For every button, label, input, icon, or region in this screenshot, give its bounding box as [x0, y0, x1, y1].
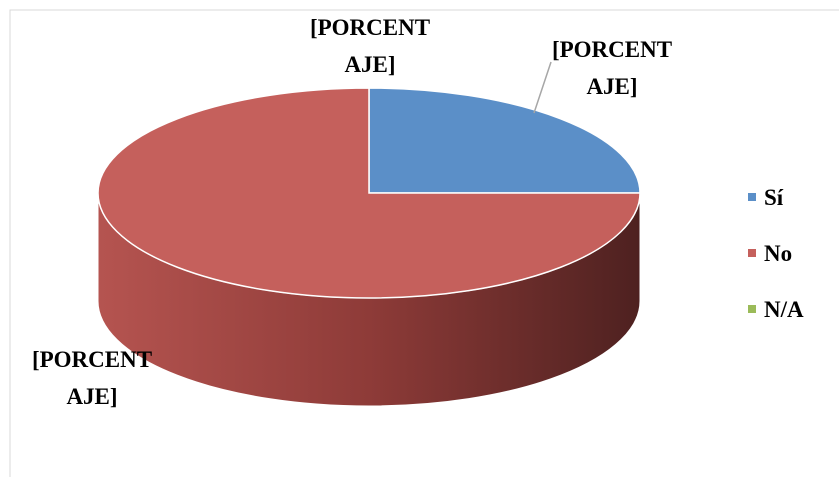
chart-border [9, 9, 839, 477]
legend-label: Sí [764, 185, 784, 210]
data-label: [PORCENT AJE] [32, 347, 152, 409]
legend-label: N/A [764, 297, 804, 322]
legend: Sí No N/A [748, 185, 804, 322]
pie-slice [368, 87, 641, 194]
legend-swatch [748, 249, 756, 257]
leader-line [533, 61, 552, 114]
pie-slice [97, 87, 641, 299]
legend-label: No [764, 241, 792, 266]
pie: [PORCENT AJE] [PORCENT AJE] [PORCENT AJE] [32, 15, 672, 409]
legend-swatch [748, 305, 756, 313]
data-label: [PORCENT AJE] [552, 37, 672, 99]
legend-swatch [748, 193, 756, 201]
data-label: [PORCENT AJE] [310, 15, 430, 77]
